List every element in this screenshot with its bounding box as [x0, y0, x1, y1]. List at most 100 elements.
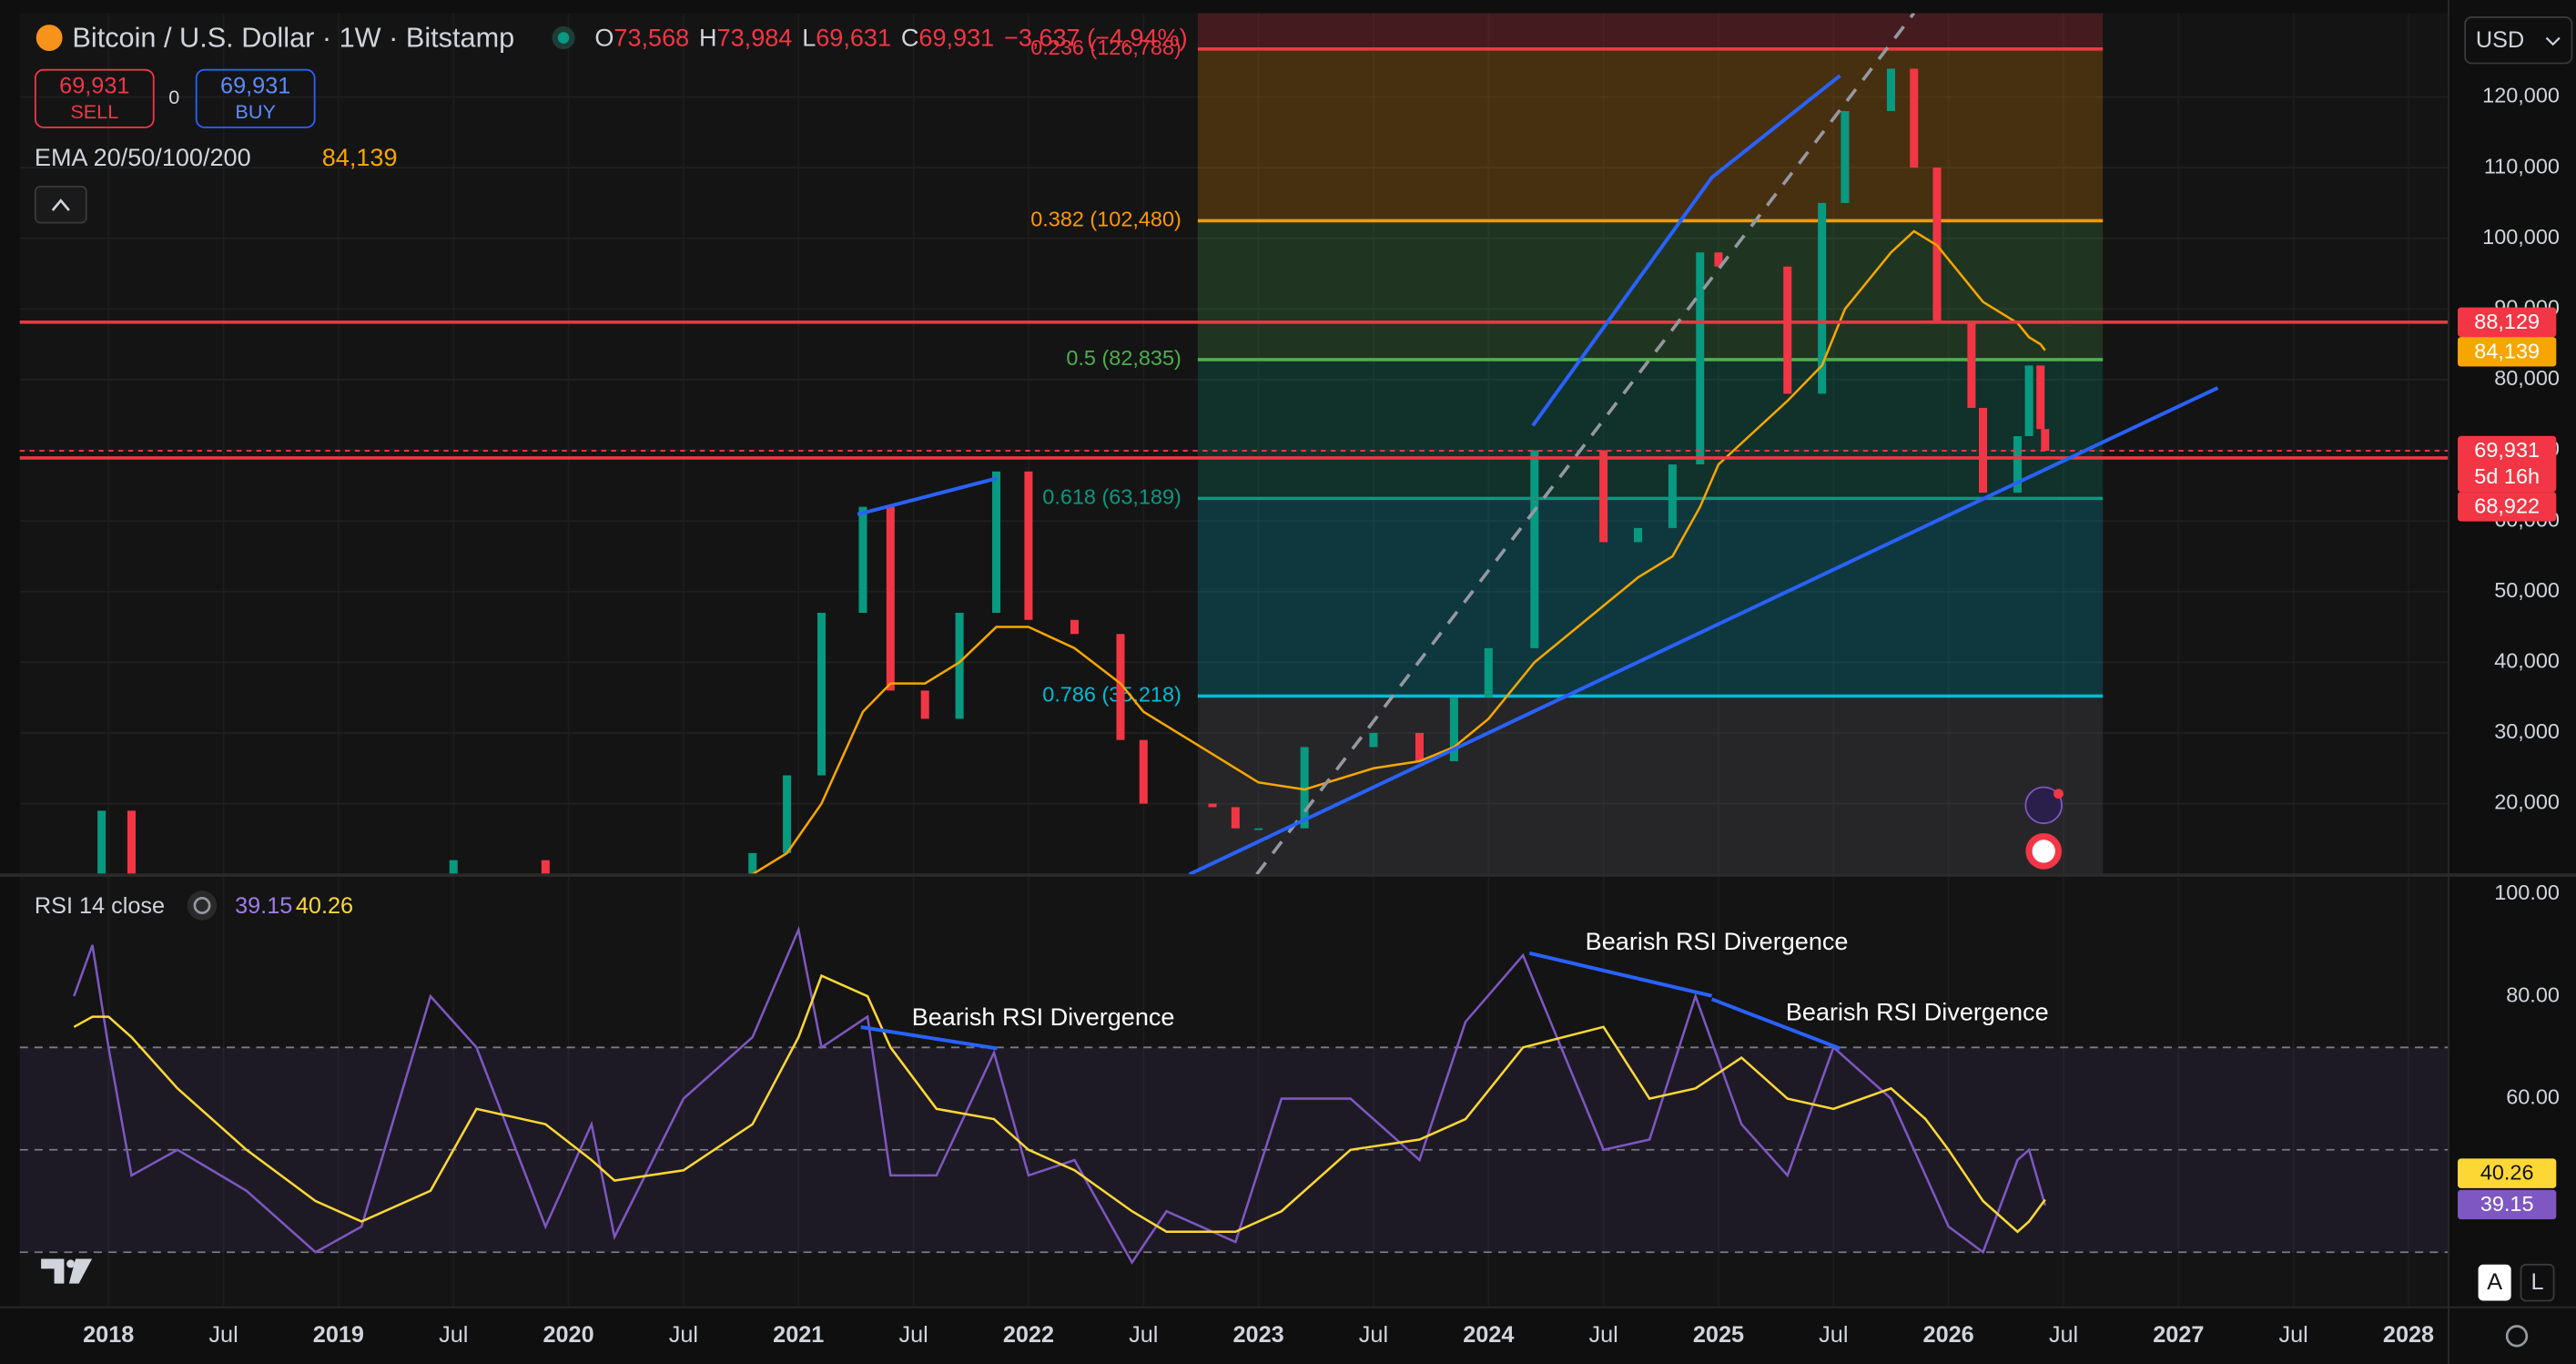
candle: [2036, 365, 2045, 430]
candle: [1818, 202, 1827, 394]
dropdown-icon: [2545, 36, 2561, 46]
candle: [1369, 732, 1378, 748]
axes: 20,00030,00040,00050,00060,00070,00080,0…: [19, 84, 2560, 1348]
divergence-line: [860, 1025, 998, 1051]
price-box: [2458, 337, 2557, 367]
rsi-ma-value: 40.26: [296, 893, 353, 919]
button-label: L: [2531, 1269, 2544, 1295]
currency-button[interactable]: [2464, 16, 2573, 65]
ohlc-key: C: [901, 23, 919, 51]
candle: [2024, 365, 2033, 436]
y-tick-label: 40,000: [2494, 649, 2560, 673]
candle: [886, 506, 895, 691]
fib-band: [1197, 220, 2104, 360]
refresh-button[interactable]: [187, 891, 218, 921]
x-tick-label: 2025: [1693, 1322, 1744, 1348]
event-badge: [2054, 789, 2064, 799]
x-tick-label: 2021: [773, 1322, 824, 1348]
price-box-label: 84,139: [2474, 339, 2540, 362]
fib-band: [1197, 48, 2104, 221]
x-tick-label: Jul: [669, 1322, 698, 1348]
drawings: [857, 13, 2219, 875]
x-tick-label: 2019: [313, 1322, 364, 1348]
divergence-line: [1528, 951, 1713, 998]
candle: [127, 810, 136, 875]
y-tick-label: 100,000: [2482, 225, 2560, 249]
price-pane: 0.236 (126,788) 0.382 (102,480) 0.5 (82,83…: [19, 13, 2449, 875]
candle: [1841, 111, 1850, 203]
y-tick-label: 20,000: [2494, 790, 2560, 814]
fib-band: [1197, 696, 2104, 875]
y-tick-label: 100.00: [2494, 880, 2560, 904]
price-box: [2458, 435, 2557, 493]
candle: [2013, 435, 2022, 494]
y-tick-label: 120,000: [2482, 84, 2560, 107]
candle: [748, 852, 757, 875]
event-icon[interactable]: [2024, 786, 2063, 825]
x-tick-label: Jul: [439, 1322, 468, 1348]
candle: [817, 613, 827, 776]
candle: [541, 860, 550, 875]
y-tick-label: 80.00: [2506, 982, 2560, 1006]
candle: [1668, 464, 1677, 528]
candle: [992, 471, 1001, 614]
fib-band: [1197, 498, 2104, 697]
annotation: Bearish RSI Divergence: [1586, 927, 1849, 955]
buy-label: BUY: [235, 100, 276, 123]
currency: USD: [2476, 27, 2524, 53]
buy-price: 69,931: [220, 73, 290, 98]
sell-label: SELL: [70, 100, 118, 123]
x-tick-label: 2026: [1923, 1322, 1974, 1348]
candle: [97, 810, 106, 875]
change: −3,637 (−4.94%): [1004, 23, 1188, 51]
fib-label: 0.618 (63,189): [1042, 485, 1182, 509]
auto-scale-button[interactable]: [2478, 1264, 2511, 1301]
x-tick-label: Jul: [2049, 1322, 2078, 1348]
annotation: Bearish RSI Divergence: [1786, 998, 2049, 1026]
x-tick-label: 2024: [1463, 1322, 1514, 1348]
sell-button[interactable]: [34, 68, 155, 128]
ma-price-box: [2458, 1158, 2557, 1188]
x-tick-label: 2023: [1233, 1322, 1284, 1348]
ohlc: O73,568 H73,984 L69,631 C69,931 −3,637 (−4.9…: [594, 23, 1187, 51]
ohlc-key: O: [594, 23, 614, 51]
collapse-icon: [51, 198, 70, 211]
x-tick-label: 2020: [543, 1322, 593, 1348]
candle: [783, 775, 792, 853]
candle: [1886, 68, 1895, 112]
countdown: 5d 16h: [2474, 464, 2540, 488]
divergence-line: [1710, 997, 1841, 1051]
sell-price: 69,931: [59, 73, 129, 98]
settings-icon[interactable]: [2505, 1325, 2529, 1348]
ohlc-value: 69,931: [918, 23, 994, 51]
price-box-label: 68,922: [2474, 494, 2540, 518]
rsi-price-label: 39.15: [2480, 1192, 2534, 1216]
x-tick-label: Jul: [1129, 1322, 1158, 1348]
candle: [1530, 450, 1539, 648]
spread: 0: [168, 86, 179, 108]
candle: [2041, 429, 2050, 452]
x-tick-label: 2022: [1003, 1322, 1054, 1348]
x-tick-label: 2027: [2153, 1322, 2204, 1348]
logo: [41, 1258, 93, 1284]
y-tick-label: 110,000: [2484, 154, 2560, 178]
rsi-value: 39.15: [235, 893, 292, 919]
candle: [1967, 322, 1976, 408]
dashed-trendline: [1255, 13, 1916, 875]
fib-label: 0.786 (35,218): [1042, 683, 1182, 707]
candle: [1634, 527, 1643, 543]
candle: [1783, 266, 1792, 394]
indicator-value: 84,139: [322, 143, 398, 171]
log-scale-button[interactable]: [2520, 1263, 2555, 1302]
ohlc-key: H: [699, 23, 717, 51]
candle: [1910, 68, 1919, 168]
rsi-ma-line: [73, 973, 2046, 1234]
candle: [1231, 807, 1240, 829]
candle: [1208, 803, 1217, 808]
buy-button[interactable]: [195, 68, 316, 128]
ema-line: [746, 229, 2046, 875]
button-label: A: [2487, 1269, 2502, 1295]
y-tick-label: 80,000: [2494, 366, 2560, 390]
collapse-button[interactable]: [34, 185, 87, 224]
